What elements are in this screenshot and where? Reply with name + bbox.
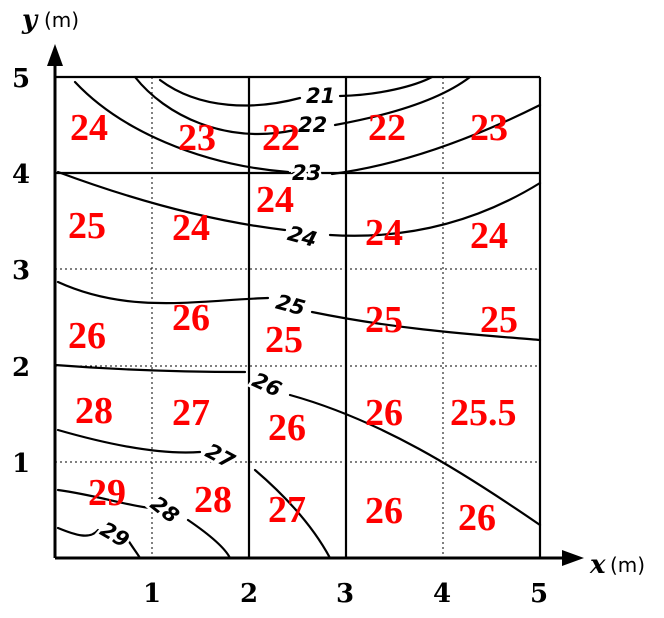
cell-value: 25.5	[450, 392, 517, 434]
y-axis-arrow	[47, 44, 63, 66]
contour-lines	[53, 75, 542, 560]
contour-line-22	[133, 75, 472, 135]
contour-label-24: 24	[285, 221, 319, 252]
contour-line-26	[53, 363, 542, 527]
cell-value: 26	[365, 490, 403, 532]
cell-value: 26	[458, 497, 496, 539]
cell-value: 26	[172, 297, 210, 339]
contour-label-21: 21	[306, 84, 335, 108]
x-tick-label: 3	[336, 579, 354, 609]
cell-value: 22	[368, 107, 406, 149]
cell-value: 25	[365, 299, 403, 341]
x-axis-unit: (m)	[610, 553, 645, 577]
cell-value: 22	[262, 117, 300, 159]
cell-value: 28	[194, 479, 232, 521]
y-tick-labels: 1 2 3 4 5	[12, 64, 30, 479]
cell-value: 26	[365, 392, 403, 434]
x-tick-labels: 1 2 3 4 5	[143, 579, 548, 609]
cell-value: 23	[470, 107, 508, 149]
cell-value: 25	[68, 205, 106, 247]
y-tick-label: 5	[12, 64, 30, 94]
cell-value: 24	[256, 179, 294, 221]
y-axis-symbol: y	[21, 5, 39, 35]
cell-value: 25	[265, 319, 303, 361]
cell-value: 27	[268, 489, 306, 531]
x-tick-label: 1	[143, 579, 161, 609]
contour-line-21	[158, 75, 434, 107]
x-axis-symbol: x	[589, 550, 606, 580]
x-axis-arrow	[562, 550, 584, 566]
cell-value: 28	[75, 390, 113, 432]
contour-label-23: 23	[292, 161, 321, 185]
cell-value: 26	[268, 407, 306, 449]
contour-label-22: 22	[298, 113, 327, 137]
cell-value: 24	[470, 215, 508, 257]
cell-value: 24	[365, 212, 403, 254]
y-tick-label: 3	[12, 256, 30, 286]
cell-value: 26	[68, 315, 106, 357]
contour-label-28: 28	[146, 491, 184, 528]
x-tick-label: 2	[240, 579, 258, 609]
cell-value: 25	[480, 299, 518, 341]
y-tick-label: 4	[12, 160, 30, 190]
contour-label-25: 25	[273, 290, 307, 321]
cell-value: 27	[172, 392, 210, 434]
axes	[47, 44, 584, 566]
contour-line-25	[56, 280, 542, 342]
contour-label-29: 29	[96, 517, 133, 552]
contour-line-27	[56, 428, 332, 560]
contour-line-23	[73, 80, 542, 176]
contour-line-28	[56, 488, 232, 560]
x-tick-label: 4	[433, 579, 451, 609]
cell-value: 24	[172, 207, 210, 249]
y-axis-unit: (m)	[44, 8, 79, 32]
cell-value: 24	[70, 107, 108, 149]
y-tick-label: 2	[12, 353, 30, 383]
cell-values: 24 23 22 22 23 25 24 24 24 24 26 26 25 2…	[68, 107, 518, 539]
contour-label-26: 26	[249, 368, 286, 402]
x-tick-label: 5	[530, 579, 548, 609]
cell-value: 23	[178, 117, 216, 159]
contour-line-24	[56, 170, 542, 237]
contour-label-27: 27	[202, 439, 239, 474]
y-tick-label: 1	[12, 449, 30, 479]
cell-value: 29	[88, 472, 126, 514]
